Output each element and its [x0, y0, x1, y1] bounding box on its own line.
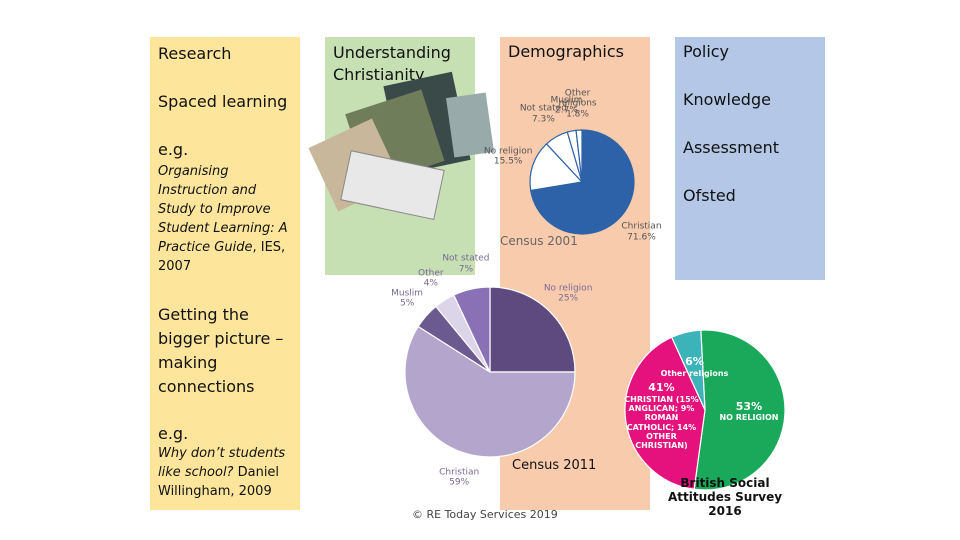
- slice-value: 71.6%: [627, 232, 656, 243]
- pie-slice: [529, 143, 584, 192]
- slice-name: Christian: [439, 467, 480, 478]
- slice-value: 25%: [558, 293, 579, 304]
- chart-title: Census 2011: [512, 458, 597, 473]
- pie-slice: [693, 329, 786, 491]
- reference-detail: , IES, 2007: [158, 240, 286, 274]
- slice-name: No religion: [543, 283, 593, 294]
- slice-label: No religion 15.5%: [478, 146, 538, 167]
- slice-label: 6% Other religions: [654, 356, 736, 378]
- slice-label: Not stated 7.3%: [513, 104, 573, 125]
- slice-value: 59%: [449, 478, 470, 489]
- pie-slice: [453, 286, 491, 373]
- eg: e.g.: [158, 140, 189, 159]
- slice-label: Muslim 5%: [377, 289, 437, 310]
- slice-name: Not stated: [442, 253, 490, 264]
- reference: Why don’t students like school? Daniel W…: [158, 444, 293, 501]
- pie-slice: [489, 286, 576, 373]
- slice-label: Christian 71.6%: [611, 222, 671, 243]
- pie-slice: [670, 329, 706, 411]
- slice-name: Other: [418, 268, 444, 279]
- eg: e.g.: [158, 424, 189, 443]
- slice-name: Other religions: [660, 368, 729, 378]
- slice-name: Christian: [621, 222, 662, 233]
- chart-title: British Social Attitudes Survey 2016: [667, 476, 783, 518]
- reference-title: Organising Instruction and Study to Impr…: [158, 164, 288, 255]
- slice-value: 15.5%: [493, 156, 523, 167]
- book: [446, 92, 494, 158]
- slice-label: 41% CHRISTIAN (15% ANGLICAN; 9% ROMAN CAT…: [620, 381, 702, 451]
- slice-name: Other religions: [558, 88, 597, 109]
- policy-title: Policy: [683, 42, 730, 61]
- topic: Spaced learning: [158, 92, 288, 111]
- reference-detail: Daniel Willingham, 2009: [158, 465, 280, 499]
- pie-slice: [404, 325, 576, 458]
- slice-label: Not stated 7%: [436, 254, 496, 275]
- slice-value: 7.3%: [531, 114, 555, 125]
- slice-value: 7%: [458, 264, 474, 275]
- slice-name: Muslim: [550, 95, 583, 106]
- slice-value: 6%: [685, 355, 704, 369]
- slice-value: 53%: [735, 399, 763, 413]
- books-illustration: [308, 71, 494, 221]
- research-title: Research: [158, 44, 232, 63]
- slice-label: Muslim 2.7%: [536, 95, 596, 116]
- slice-name: Muslim: [391, 288, 424, 299]
- slice-name: CHRISTIAN (15% ANGLICAN; 9% ROMAN CATHOL…: [624, 395, 699, 451]
- policy-panel: [675, 37, 825, 280]
- policy-item: Knowledge: [683, 90, 771, 109]
- slice-name: NO RELIGION: [719, 413, 779, 423]
- slice-name: No religion: [483, 146, 533, 157]
- chart-title: Census 2001: [500, 234, 578, 248]
- slice-label: Other 4%: [401, 268, 461, 289]
- slice-value: 4%: [423, 278, 438, 289]
- book: [340, 150, 445, 221]
- footer: © RE Today Services 2019: [412, 508, 558, 521]
- policy-item: Assessment: [683, 138, 779, 157]
- slice-label: Other religions 1.8%: [548, 89, 608, 120]
- slice-value: 1.8%: [566, 109, 589, 120]
- pie-slice: [624, 336, 706, 490]
- topic: Getting the bigger picture – making conn…: [158, 305, 284, 396]
- slice-label: 53% NO RELIGION: [708, 399, 790, 423]
- slice-label: Christian 59%: [429, 468, 489, 489]
- christianity-title: Understanding Christianity: [333, 43, 451, 84]
- demographics-title: Demographics: [508, 42, 624, 61]
- reference: Organising Instruction and Study to Impr…: [158, 162, 293, 276]
- policy-item: Ofsted: [683, 186, 736, 205]
- slice-value: 5%: [399, 298, 415, 309]
- slice-label: No religion 25%: [538, 284, 598, 305]
- slice-value: 2.7%: [555, 105, 578, 116]
- reference-title: Why don’t students like school?: [158, 446, 286, 480]
- research-panel: [150, 37, 300, 510]
- slice-name: Not stated: [519, 103, 567, 114]
- slice-value: 41%: [648, 381, 675, 395]
- pie-slice: [575, 129, 583, 183]
